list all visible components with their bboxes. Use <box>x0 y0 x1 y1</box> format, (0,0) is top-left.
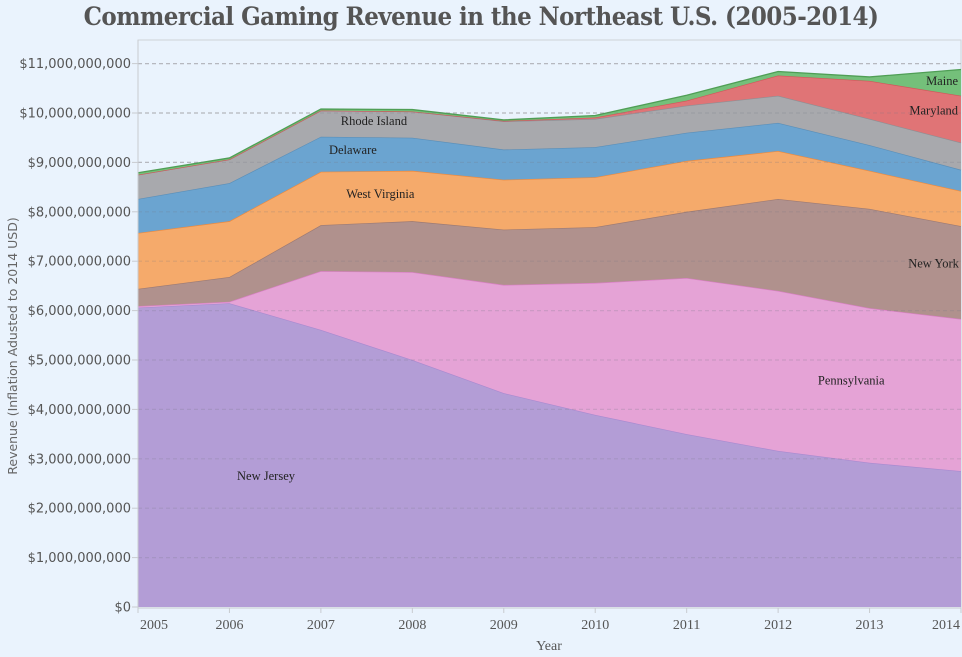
y-tick-label: $5,000,000,000 <box>28 354 131 369</box>
area-pennsylvania[interactable] <box>138 271 961 472</box>
x-tick-label: 2011 <box>673 618 700 633</box>
series-label-west-virginia: West Virginia <box>346 187 415 201</box>
line-maine <box>137 68 962 174</box>
x-axis-label: Year <box>536 639 562 654</box>
x-tick-label: 2013 <box>856 618 884 633</box>
x-tick-label: 2005 <box>140 618 168 633</box>
x-tick-label: 2012 <box>764 618 792 633</box>
series-label-pennsylvania: Pennsylvania <box>818 374 885 388</box>
x-tick-label: 2007 <box>307 618 335 633</box>
x-tick-label: 2009 <box>490 618 518 633</box>
y-tick-label: $11,000,000,000 <box>19 57 131 72</box>
area-west-virginia[interactable] <box>138 151 961 289</box>
series-label-new-jersey: New Jersey <box>237 469 296 483</box>
x-axis-ticks: 2005 2006 2007 2008 2009 2010 2011 2012 2013 2014 <box>137 607 962 633</box>
x-tick-label: 2010 <box>581 618 609 633</box>
area-new-jersey[interactable] <box>138 303 961 607</box>
series-labels: New Jersey Pennsylvania New York West Virgi… <box>237 74 960 483</box>
y-axis-label: Revenue (Inflation Adusted to 2014 USD) <box>5 217 20 474</box>
series-label-rhode-island: Rhode Island <box>341 114 408 128</box>
area-delaware[interactable] <box>138 122 961 234</box>
y-tick-label: $7,000,000,000 <box>28 255 131 270</box>
series-label-maryland: Maryland <box>909 103 958 117</box>
area-rhode-island[interactable] <box>138 95 961 199</box>
chart-title: Commercial Gaming Revenue in the Northea… <box>83 2 879 31</box>
area-new-york[interactable] <box>138 198 961 319</box>
y-tick-label: $4,000,000,000 <box>28 403 131 418</box>
y-tick-label: $2,000,000,000 <box>28 502 131 517</box>
y-tick-label: $3,000,000,000 <box>28 452 131 467</box>
y-tick-label: $1,000,000,000 <box>28 551 131 566</box>
x-tick-label: 2006 <box>215 618 243 633</box>
y-axis-ticks: $0 $1,000,000,000 $2,000,000,000 $3,000,000… <box>19 40 139 616</box>
x-tick-label: 2008 <box>398 618 426 633</box>
area-series <box>137 68 962 607</box>
y-tick-label: $8,000,000,000 <box>28 205 131 220</box>
area-maine[interactable] <box>138 69 961 175</box>
x-tick-label: 2014 <box>932 618 960 633</box>
area-maryland[interactable] <box>138 75 961 175</box>
series-label-maine: Maine <box>926 74 958 88</box>
series-label-new-york: New York <box>908 257 959 271</box>
series-label-delaware: Delaware <box>329 143 377 157</box>
y-tick-label: $0 <box>114 601 131 616</box>
y-tick-label: $9,000,000,000 <box>28 156 131 171</box>
y-tick-label: $6,000,000,000 <box>28 304 131 319</box>
y-tick-label: $10,000,000,000 <box>19 107 131 122</box>
